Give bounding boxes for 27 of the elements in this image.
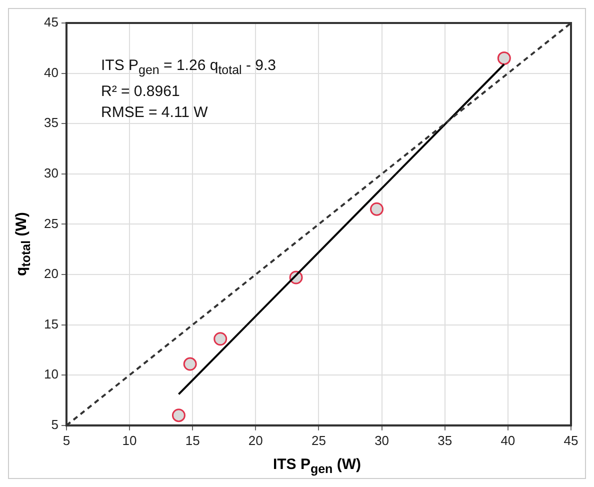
x-tick-label: 25: [311, 432, 326, 448]
point: [172, 408, 186, 422]
y-tick-label: 10: [44, 366, 58, 382]
annotation: ITS P$_{gen}$ = 1.26 q$_{total}$ - 9.3: [101, 56, 276, 79]
point: [497, 51, 511, 65]
y-tick-label: 15: [44, 316, 58, 332]
x-tick-label: 10: [122, 432, 137, 448]
x-tick-label: 35: [438, 432, 452, 448]
point: [183, 357, 197, 371]
y-tick-label: 5: [51, 416, 58, 432]
y-tick-label: 45: [44, 14, 58, 30]
x-axis-title: ITS P$_{gen}$ (W): [272, 456, 362, 476]
x-tick-label: 15: [185, 432, 200, 448]
x-tick-label: 20: [248, 432, 263, 448]
point: [214, 332, 228, 346]
y-tick-label: 40: [44, 64, 58, 80]
x-tick-label: 30: [374, 432, 390, 448]
y-tick-label: 35: [44, 115, 58, 130]
y-tick-label: 20: [44, 266, 58, 282]
annotation: R² = 0.8961: [101, 82, 181, 102]
x-tick-label: 5: [62, 432, 70, 448]
annotation: RMSE = 4.11 W: [101, 103, 209, 123]
point: [370, 202, 384, 216]
y-tick-label: 30: [44, 165, 58, 180]
x-tick-label: 40: [500, 432, 516, 448]
x-tick-label: 45: [564, 432, 578, 448]
y-tick-label: 25: [44, 216, 58, 231]
